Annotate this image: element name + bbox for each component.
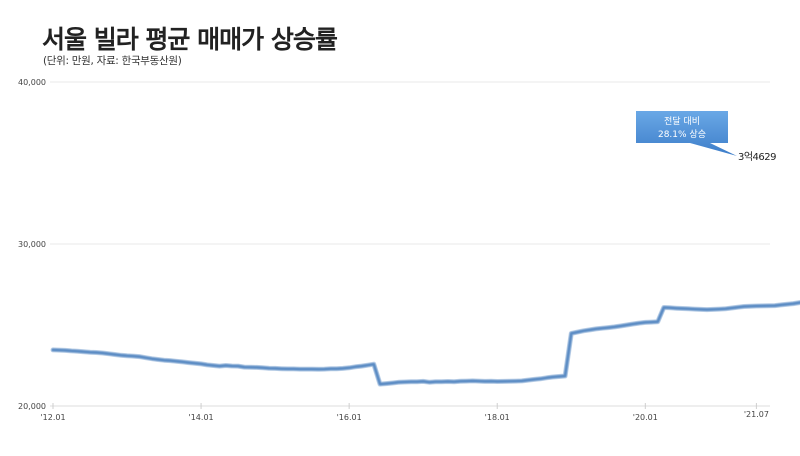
x-tick-label: '16.01 <box>337 413 362 422</box>
x-tick-label: '21.07 <box>744 410 769 419</box>
x-tick-label: '14.01 <box>189 413 214 422</box>
y-tick-30000: 30,000 <box>18 240 46 249</box>
end-value-label: 3억4629 <box>738 151 776 163</box>
y-tick-40000: 40,000 <box>18 78 46 87</box>
x-tick-label: '12.01 <box>40 413 65 422</box>
callout-line1: 전달 대비 <box>664 115 700 127</box>
series-line-path <box>51 301 800 386</box>
y-axis: 40,000 30,000 20,000 <box>18 78 46 411</box>
callout: 전달 대비 28.1% 상승 <box>636 111 737 156</box>
x-axis: '12.01 '14.01 '16.01 '18.01 '20.01 '21.07 <box>40 403 769 422</box>
callout-line2: 28.1% 상승 <box>658 129 706 140</box>
chart-title: 서울 빌라 평균 매매가 상승률 <box>42 25 338 54</box>
series-line <box>50 300 800 387</box>
x-tick-label: '20.01 <box>633 413 658 422</box>
grid-lines <box>50 81 770 407</box>
callout-bubble <box>636 111 737 156</box>
y-tick-20000: 20,000 <box>18 402 46 411</box>
series-line-shadow <box>50 300 800 387</box>
x-tick-label: '18.01 <box>485 413 510 422</box>
chart-subtitle: (단위: 만원, 자료: 한국부동산원) <box>43 55 182 67</box>
